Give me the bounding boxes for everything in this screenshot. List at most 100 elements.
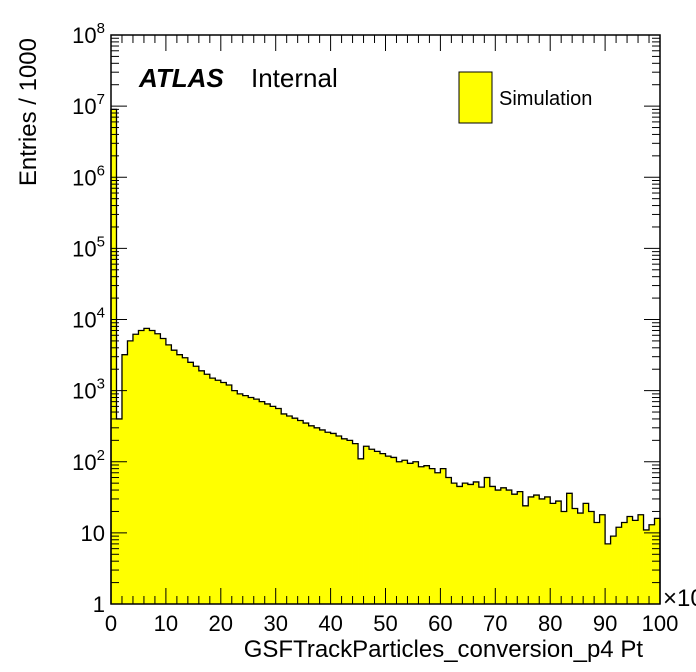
x-tick-label: 20	[209, 611, 233, 636]
histogram-bar	[473, 481, 480, 604]
y-tick-labels: 1 10 102 103 104 105 106 107 108	[72, 20, 105, 617]
histogram-bar	[627, 516, 633, 604]
x-tick-label: 50	[373, 611, 397, 636]
x-tick-label: 40	[318, 611, 342, 636]
histogram-bar	[500, 487, 507, 604]
legend-label-simulation: Simulation	[499, 88, 592, 110]
histogram-bar	[220, 382, 227, 604]
y-tick-label: 102	[72, 447, 105, 475]
histogram-bar	[511, 494, 518, 604]
x-tick-label: 30	[263, 611, 287, 636]
histogram-bar	[176, 354, 183, 604]
histogram-bar	[270, 406, 277, 604]
y-tick-label: 104	[72, 305, 105, 333]
histogram-bar	[429, 468, 436, 604]
histogram-bar	[451, 483, 458, 604]
histogram-bar	[182, 357, 189, 604]
histogram-bar	[380, 453, 386, 604]
histogram-bar	[319, 429, 326, 604]
histogram-bar	[138, 330, 145, 604]
histogram-bar	[638, 514, 644, 604]
histogram-bar	[528, 496, 535, 604]
histogram-bar	[517, 491, 524, 604]
x-tick-label: 70	[483, 611, 507, 636]
histogram-bar	[407, 463, 414, 604]
histogram-bar	[577, 513, 584, 604]
x-tick-label: 90	[593, 611, 617, 636]
histogram-bar	[237, 393, 244, 604]
histogram-bar	[275, 408, 282, 604]
histogram-bar	[308, 425, 315, 604]
histogram-bar	[385, 456, 392, 604]
y-tick-label: 103	[72, 376, 105, 404]
histogram-bar	[336, 436, 342, 604]
histogram-bar	[610, 536, 617, 604]
histogram-bar	[253, 399, 260, 604]
histogram-bar	[198, 370, 205, 604]
histogram-bar	[555, 501, 562, 604]
histogram-bar	[165, 344, 172, 604]
histogram-bar	[489, 486, 496, 604]
histogram-bars	[111, 109, 661, 604]
histogram-bar	[434, 472, 441, 604]
histogram-bar	[616, 527, 622, 604]
histogram-bar	[204, 374, 211, 604]
x-tick-label: 80	[538, 611, 562, 636]
histogram-bar	[594, 522, 601, 604]
y-tick-label: 106	[72, 162, 105, 190]
histogram-bar	[423, 465, 430, 604]
histogram-bar	[550, 503, 557, 604]
histogram-bar	[418, 466, 425, 604]
histogram-bar	[187, 362, 194, 604]
y-tick-label: 1	[93, 592, 105, 617]
histogram-bar	[566, 493, 573, 604]
histogram-bar	[599, 514, 606, 604]
histogram-bar	[544, 496, 551, 604]
histogram-bar	[522, 505, 529, 604]
histogram-bar	[132, 334, 139, 604]
histogram-bar	[445, 477, 452, 604]
histogram-bar	[231, 390, 238, 604]
histogram-bar	[292, 418, 299, 604]
histogram-bar	[226, 384, 233, 604]
x-tick-label: 10	[154, 611, 178, 636]
x-axis-multiplier: ×10³	[663, 585, 696, 612]
histogram-bar	[583, 503, 590, 604]
atlas-status-label: Internal	[251, 63, 338, 93]
histogram-bar	[143, 328, 150, 604]
x-tick-label: 0	[105, 611, 117, 636]
y-tick-label: 10	[81, 521, 105, 546]
histogram-bar	[440, 468, 447, 604]
histogram-bar	[314, 427, 321, 604]
x-tick-label: 60	[428, 611, 452, 636]
histogram-bar	[248, 397, 255, 604]
histogram-bar	[116, 418, 123, 604]
histogram-bar	[561, 511, 568, 604]
histogram-bar	[478, 487, 485, 604]
histogram-bar	[506, 490, 513, 604]
histogram-bar	[242, 395, 249, 604]
histogram-bar	[456, 486, 463, 604]
y-axis-title: Entries / 1000	[15, 38, 42, 186]
histogram-bar	[286, 415, 293, 604]
histogram-bar	[369, 449, 375, 604]
histogram-bar	[149, 330, 156, 604]
y-tick-label: 105	[72, 233, 105, 261]
y-tick-label: 108	[72, 20, 105, 48]
histogram-bar	[193, 366, 200, 604]
histogram-bar	[303, 423, 310, 604]
histogram-bar	[325, 432, 331, 604]
histogram-bar	[341, 438, 348, 604]
histogram-bar	[330, 433, 337, 604]
histogram-bar	[171, 350, 178, 604]
histogram-bar	[632, 520, 639, 604]
histogram-bar	[533, 495, 540, 604]
histogram-bar	[539, 498, 546, 604]
legend: Simulation	[458, 71, 592, 124]
histogram-bar	[484, 477, 491, 604]
histogram-bar	[605, 543, 611, 604]
histogram-bar	[127, 340, 134, 604]
histogram-bar	[572, 508, 579, 604]
histogram-bar	[374, 451, 381, 604]
legend-swatch-simulation	[458, 71, 493, 124]
